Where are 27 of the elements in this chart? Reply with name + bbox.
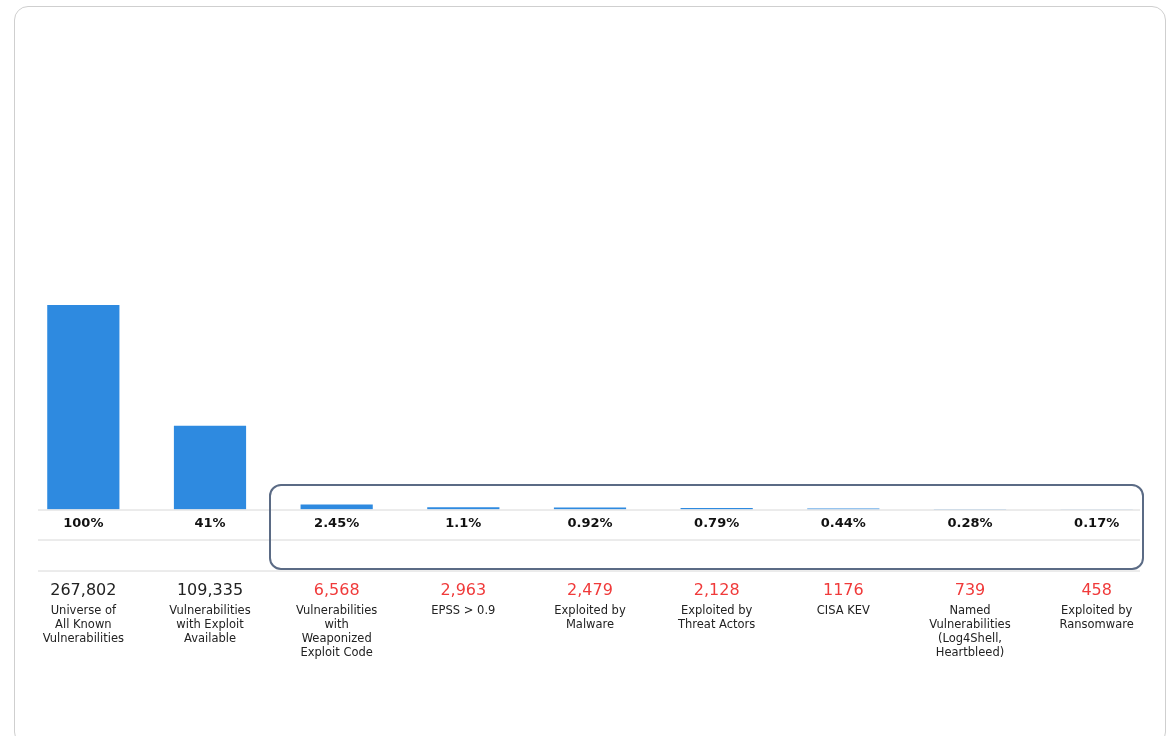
text: 6,568	[313, 579, 360, 599]
data-label: 0.28%	[947, 514, 993, 530]
x-tick-label: Exploited by Malware	[554, 603, 626, 632]
x-tick-label: Vulnerabilities with Weaponized Exploit Code	[295, 603, 378, 659]
text: 2,963	[440, 579, 487, 599]
x-tick-label: EPSS > 0.9	[431, 603, 496, 618]
x-tick-label: Exploited by Ransomware	[1059, 603, 1134, 632]
x-tick-label: Vulnerabilities with Exploit Available	[169, 603, 251, 645]
text: 458	[1081, 579, 1112, 599]
data-label: 0.79%	[694, 514, 740, 530]
x-tick-label: Exploited by Threat Actors	[677, 603, 756, 632]
x-tick-label: Universe of All Known Vulnerabilities	[42, 603, 125, 645]
text: 2,128	[693, 579, 740, 599]
data-label: 41%	[194, 514, 226, 530]
x-tick-label: Named Vulnerabilities (Log4Shell, Heartbleed)	[929, 603, 1011, 659]
data-label: 100%	[63, 514, 104, 530]
text: 109,335	[176, 579, 244, 599]
x-tick-label: CISA KEV	[816, 603, 871, 618]
text: 1176	[822, 579, 864, 599]
text: 739	[954, 579, 986, 599]
data-label: 0.92%	[567, 514, 613, 530]
data-label: 0.17%	[1074, 514, 1120, 530]
data-label: 2.45%	[314, 514, 360, 530]
data-label: 1.1%	[445, 514, 482, 530]
text: 2,479	[567, 579, 613, 599]
data-label: 0.44%	[820, 514, 866, 530]
text: 267,802	[50, 579, 117, 599]
